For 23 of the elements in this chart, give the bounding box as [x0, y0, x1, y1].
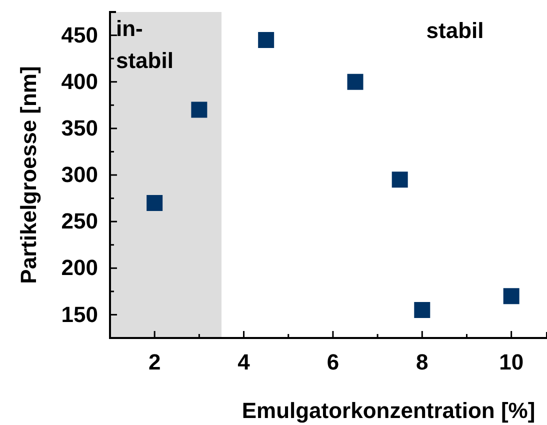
- x-tick-label: 10: [499, 350, 524, 375]
- x-tick-label: 4: [238, 350, 251, 375]
- y-tick-label: 400: [61, 68, 98, 94]
- point: [414, 302, 430, 318]
- point: [392, 172, 408, 188]
- point: [347, 74, 364, 90]
- x-tick-label: 8: [416, 350, 428, 375]
- band-label: in- stabil: [116, 16, 174, 73]
- x-axis-title: Emulgatorkonzentration [%]: [242, 398, 536, 423]
- y-axis-title: Partikelgroesse [nm]: [16, 66, 41, 284]
- point: [146, 194, 163, 211]
- y-tick-label: 300: [61, 162, 98, 188]
- annotation: stabil: [426, 18, 484, 43]
- y-tick-label: 150: [61, 302, 98, 327]
- y-tick-label: 350: [61, 115, 98, 140]
- x-tick-label: 6: [326, 350, 340, 375]
- y-tick-label: 450: [61, 22, 98, 48]
- point: [258, 32, 274, 48]
- y-tick-label: 250: [61, 208, 98, 234]
- point: [191, 102, 208, 118]
- y-tick-label: 200: [61, 255, 98, 280]
- point: [503, 288, 520, 304]
- x-tick-label: 2: [148, 350, 161, 375]
